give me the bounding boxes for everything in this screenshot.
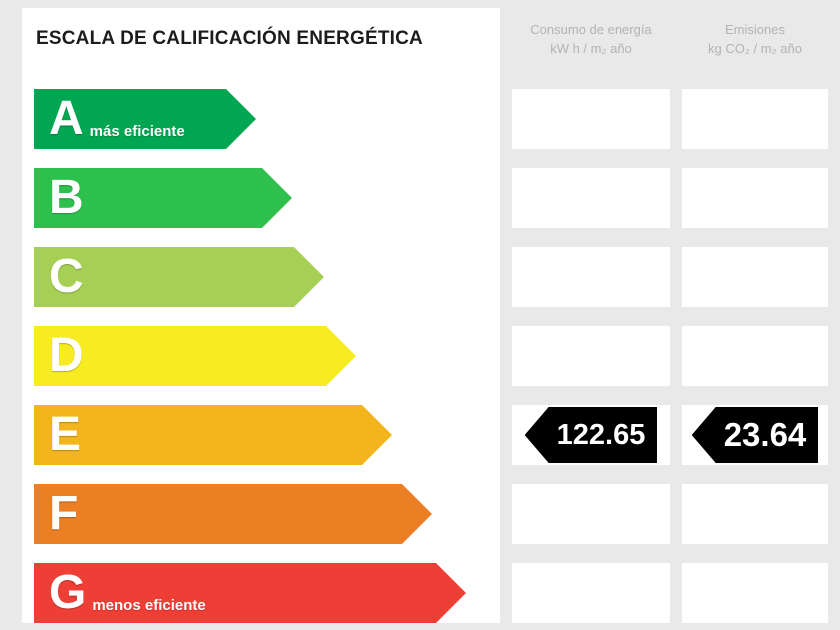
rating-bar-d: D: [34, 326, 356, 386]
emissions-cell-d: [682, 326, 828, 386]
rating-bar-g: G menos eficiente: [34, 563, 466, 623]
consumption-cell-b: [512, 168, 670, 228]
emissions-cell-g: [682, 563, 828, 623]
column-header-emissions: Emisiones kg CO₂ / m₂ año: [682, 8, 828, 70]
emissions-header-label: Emisiones: [725, 21, 785, 37]
column-header-consumption: Consumo de energía kW h / m₂ año: [512, 8, 670, 70]
consumption-value: 122.65: [556, 418, 646, 451]
rating-letter-e: E: [49, 408, 82, 461]
emissions-cell-f: [682, 484, 828, 544]
consumption-header-unit: kW h / m₂ año: [550, 41, 632, 56]
consumption-cell-d: [512, 326, 670, 386]
label-grid: ESCALA DE CALIFICACIÓN ENERGÉTICA Consum…: [22, 8, 828, 623]
consumption-header-label: Consumo de energía: [530, 21, 652, 37]
consumption-cell-a: [512, 89, 670, 149]
rating-letter-g: G: [49, 566, 87, 619]
rating-bar-c: C: [34, 247, 324, 307]
emissions-cell-e: 23.64: [682, 405, 828, 465]
rating-letter-d: D: [49, 329, 84, 382]
emissions-cell-b: [682, 168, 828, 228]
rating-letter-a: A: [49, 92, 84, 145]
rating-letter-c: C: [49, 250, 84, 303]
consumption-cell-c: [512, 247, 670, 307]
emissions-header-unit: kg CO₂ / m₂ año: [708, 41, 802, 56]
consumption-cell-f: [512, 484, 670, 544]
rating-bar-b: B: [34, 168, 292, 228]
rating-bar-row-f: F: [22, 484, 500, 544]
rating-letter-b: B: [49, 171, 84, 224]
page-title: ESCALA DE CALIFICACIÓN ENERGÉTICA: [36, 28, 423, 49]
rating-bar-f: F: [34, 484, 432, 544]
rating-bar-row-b: B: [22, 168, 500, 228]
rating-letter-f: F: [49, 487, 79, 540]
rating-bar-a: A más eficiente: [34, 89, 256, 149]
rating-suffix-a: más eficiente: [89, 123, 185, 140]
rating-bar-row-e: E: [22, 405, 500, 465]
rating-bar-row-a: A más eficiente: [22, 89, 500, 149]
emissions-value: 23.64: [723, 416, 807, 453]
rating-suffix-g: menos eficiente: [92, 597, 206, 614]
rating-bar-e: E: [34, 405, 392, 465]
emissions-cell-c: [682, 247, 828, 307]
emissions-value-badge: 23.64: [691, 407, 819, 463]
consumption-cell-e: 122.65: [512, 405, 670, 465]
consumption-cell-g: [512, 563, 670, 623]
rating-bar-row-c: C: [22, 247, 500, 307]
rating-bar-row-g: G menos eficiente: [22, 563, 500, 623]
consumption-value-badge: 122.65: [524, 407, 658, 463]
rating-bar-row-d: D: [22, 326, 500, 386]
emissions-cell-a: [682, 89, 828, 149]
